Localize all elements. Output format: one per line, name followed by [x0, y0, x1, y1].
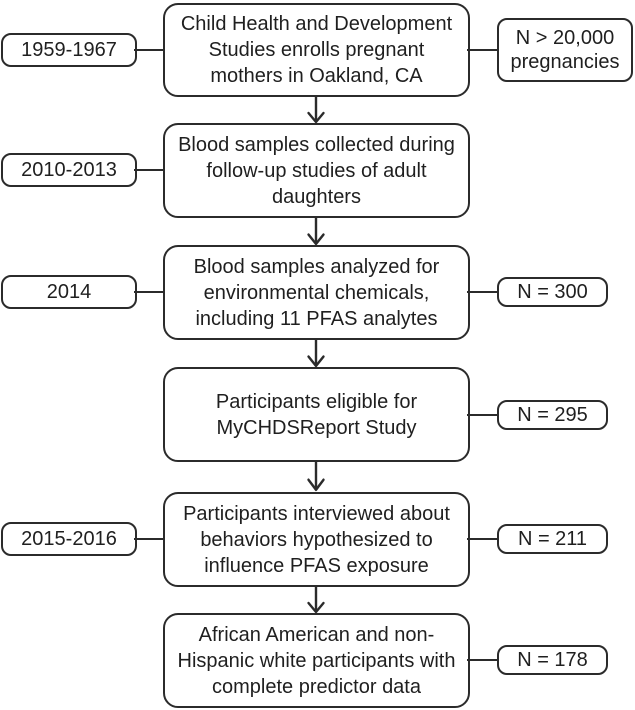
flow-stage-text: African American and non-Hispanic white … [177, 623, 456, 698]
flow-stage-box-5: Participants interviewed about behaviors… [163, 492, 470, 587]
flow-stage-box-6: African American and non-Hispanic white … [163, 613, 470, 708]
arrow-down-icon [307, 339, 325, 368]
connector-line [467, 658, 499, 662]
flow-stage-text: Participants interviewed about behaviors… [183, 502, 450, 577]
flow-stage-text: Blood samples collected during follow-up… [178, 133, 455, 208]
timeline-period-box-1: 1959-1967 [1, 33, 137, 67]
flow-stage-box-4: Participants eligible for MyCHDSReport S… [163, 367, 470, 462]
connector-line [134, 168, 165, 172]
arrow-down-icon [307, 586, 325, 614]
timeline-period-box-2: 2010-2013 [1, 153, 137, 187]
arrow-down-icon [307, 217, 325, 246]
flow-stage-text: Blood samples analyzed for environmental… [193, 255, 440, 330]
connector-line [134, 537, 165, 541]
count-box-1: N > 20,000 pregnancies [497, 18, 633, 82]
arrow-down-icon [307, 96, 325, 124]
connector-line [134, 48, 165, 52]
flow-stage-text: Participants eligible for MyCHDSReport S… [215, 390, 418, 439]
count-box-3: N = 300 [497, 277, 608, 307]
connector-line [467, 537, 499, 541]
connector-line [467, 48, 499, 52]
flow-stage-box-3: Blood samples analyzed for environmental… [163, 245, 470, 340]
flow-stage-text: Child Health and Development Studies enr… [180, 13, 453, 87]
flow-stage-box-2: Blood samples collected during follow-up… [163, 123, 470, 218]
timeline-period-box-5: 2015-2016 [1, 522, 137, 556]
count-box-5: N = 211 [497, 524, 608, 554]
arrow-down-icon [307, 461, 325, 492]
flow-stage-box-1: Child Health and Development Studies enr… [163, 3, 470, 97]
connector-line [134, 290, 165, 294]
count-box-6: N = 178 [497, 645, 608, 675]
connector-line [467, 413, 499, 417]
count-box-4: N = 295 [497, 400, 608, 430]
timeline-period-box-3: 2014 [1, 275, 137, 309]
connector-line [467, 290, 499, 294]
